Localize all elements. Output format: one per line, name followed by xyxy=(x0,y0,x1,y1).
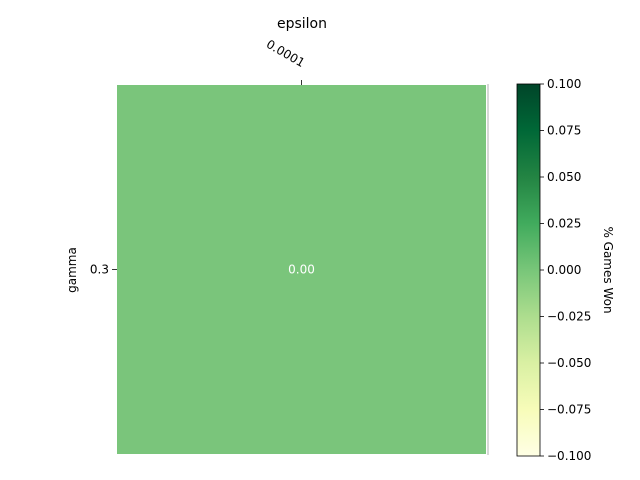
cell-value-label: 0.00 xyxy=(288,263,315,277)
colorbar-tick-label: 0.100 xyxy=(547,77,581,91)
colorbar xyxy=(516,83,541,457)
colorbar-tick-label: −0.100 xyxy=(547,449,591,463)
y-tick-label: 0.3 xyxy=(90,263,109,277)
y-axis-label: gamma xyxy=(65,247,79,293)
colorbar-ticks: 0.100 0.075 0.050 0.025 0.000 −0.025 −0.050 −0.… xyxy=(540,77,591,463)
x-tick-label: 0.0001 xyxy=(264,37,307,70)
y-axis-ticks: 0.3 xyxy=(90,263,117,277)
colorbar-tick-label: −0.025 xyxy=(547,310,591,324)
x-axis-ticks: 0.0001 xyxy=(264,37,307,85)
chart-title: epsilon xyxy=(277,16,327,32)
colorbar-tick-label: −0.075 xyxy=(547,403,591,417)
heatmap-cell xyxy=(117,85,486,454)
colorbar-tick-label: −0.050 xyxy=(547,356,591,370)
colorbar-tick-label: 0.050 xyxy=(547,170,581,184)
heatmap-cells: 0.00 xyxy=(117,84,489,455)
colorbar-label: % Games Won xyxy=(601,226,615,313)
colorbar-tick-label: 0.000 xyxy=(547,263,581,277)
colorbar-tick-label: 0.075 xyxy=(547,124,581,138)
colorbar-tick-label: 0.025 xyxy=(547,217,581,231)
